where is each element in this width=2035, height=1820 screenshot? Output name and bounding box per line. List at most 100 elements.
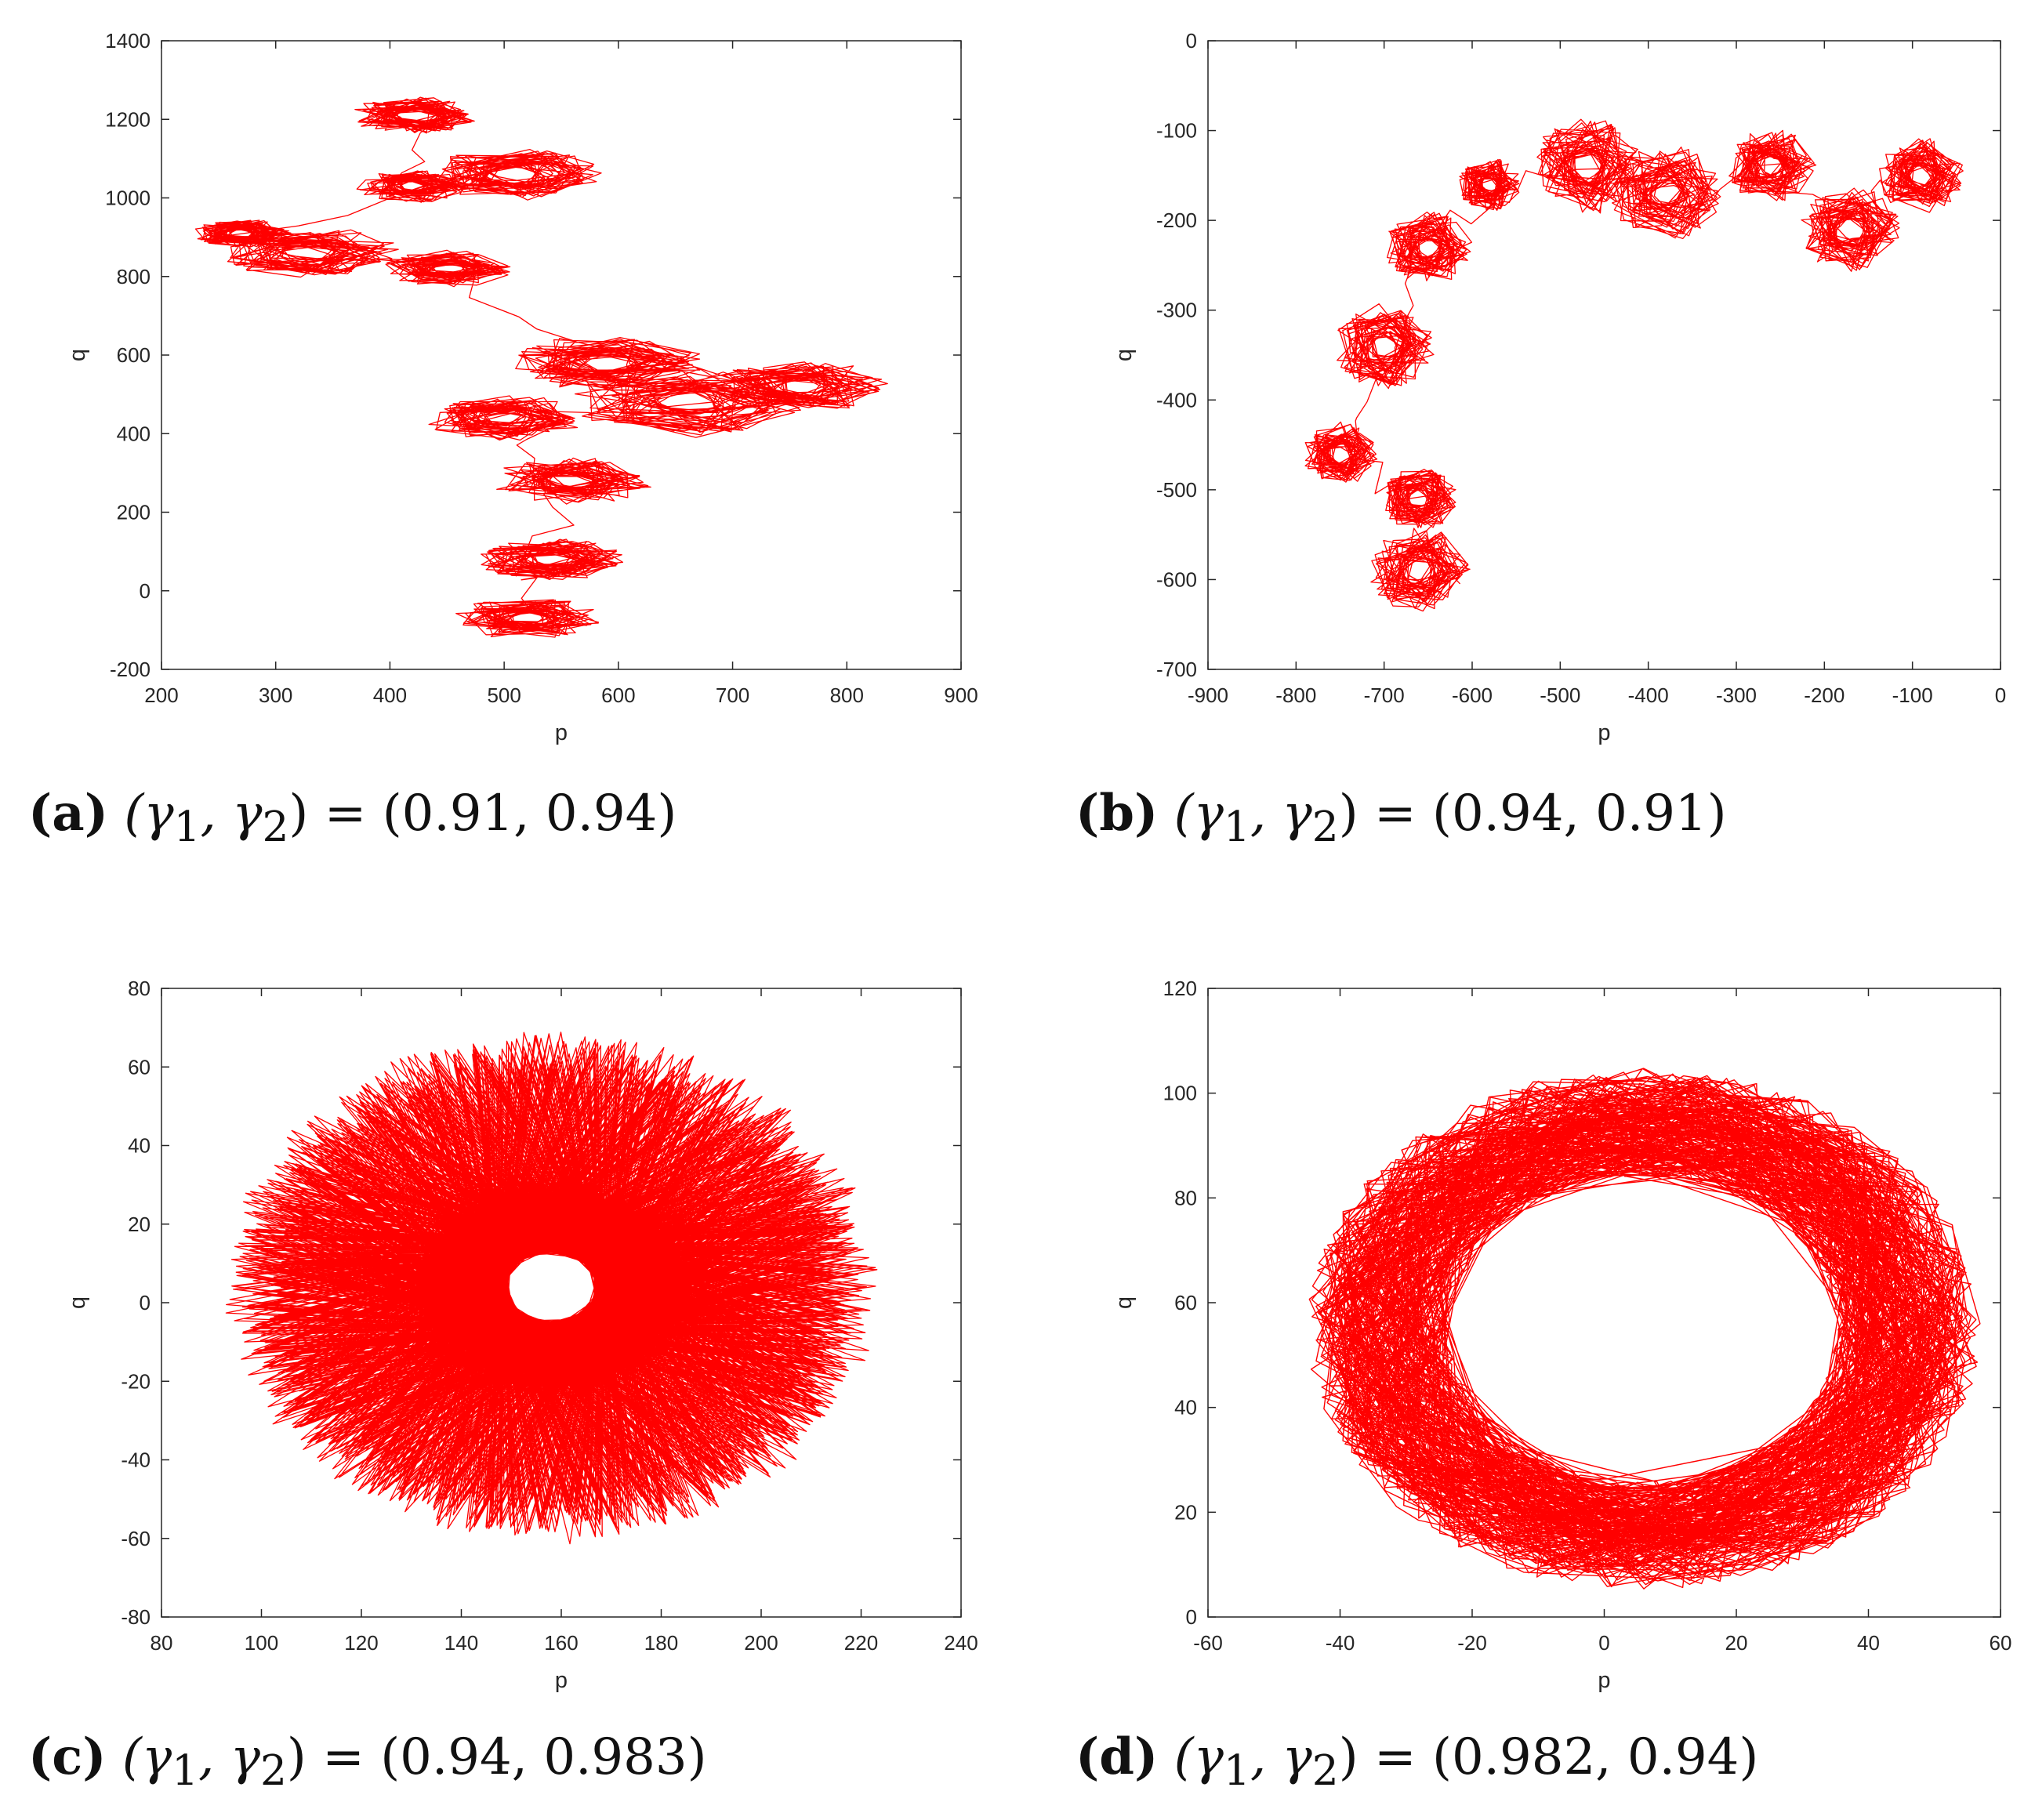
chart-b: -900 -800 -700 -600 -500 -400 -300 -200 -100 0 -70…	[1112, 29, 2006, 745]
trajectory-line	[1308, 1068, 1981, 1590]
trajectory-line	[1304, 118, 1964, 612]
x-tick-label: 700	[716, 683, 749, 707]
y-tick-label: 800	[117, 265, 151, 288]
x-tick-label: -600	[1452, 683, 1493, 707]
caption-d-tag: (d)	[1076, 1728, 1159, 1786]
x-tick-label: 400	[373, 683, 407, 707]
x-tick-label: -700	[1364, 683, 1405, 707]
x-tick-label: 140	[444, 1631, 478, 1655]
y-tick-label: 80	[1174, 1186, 1197, 1209]
y-tick-label: 20	[128, 1213, 151, 1236]
y-tick-label: -500	[1156, 478, 1197, 502]
y-tick-label: -700	[1156, 658, 1197, 681]
x-tick-label: -300	[1716, 683, 1757, 707]
x-tick-label: -800	[1275, 683, 1316, 707]
y-tick-label: 40	[128, 1134, 151, 1158]
chart-d: -60 -40 -20 0 20 40 60 0 20 40 60 80 100 120 p q	[1112, 977, 2012, 1693]
panel-b: -900 -800 -700 -600 -500 -400 -300 -200 -100 0 -70…	[1018, 0, 2035, 910]
caption-c-tag: (c)	[28, 1728, 107, 1786]
y-tick-label: -600	[1156, 567, 1197, 591]
x-tick-label: 160	[544, 1631, 578, 1655]
y-tick-label: 80	[128, 977, 151, 1000]
x-tick-label: -400	[1628, 683, 1669, 707]
panel-a: 200 300 400 500 600 700 800 900 -200 0 200 400 600 80…	[0, 0, 1018, 910]
y-tick-label: 200	[117, 501, 151, 524]
chart-a: 200 300 400 500 600 700 800 900 -200 0 200 400 600 80…	[65, 29, 978, 745]
y-tick-label: -40	[121, 1448, 151, 1472]
y-tick-label: 100	[1163, 1082, 1197, 1105]
x-axis-label: p	[555, 1668, 568, 1693]
x-tick-label: 200	[144, 683, 178, 707]
y-tick-label: 1200	[105, 107, 151, 131]
y-tick-label: 20	[1174, 1500, 1197, 1524]
x-tick-label: 180	[644, 1631, 678, 1655]
y-tick-label: 60	[1174, 1291, 1197, 1314]
x-tick-label: -900	[1188, 683, 1228, 707]
x-tick-label: 500	[487, 683, 521, 707]
y-tick-label: 0	[140, 579, 151, 603]
caption-c: (c) (γ1, γ2) = (0.94, 0.983)	[28, 1728, 707, 1795]
x-tick-label: 0	[1598, 1631, 1609, 1655]
y-tick-label: 0	[140, 1291, 151, 1314]
panel-d: -60 -40 -20 0 20 40 60 0 20 40 60 80 100 120 p q	[1018, 910, 2035, 1820]
trajectory-line	[194, 96, 888, 638]
y-tick-label: -200	[110, 658, 151, 681]
y-tick-label: -80	[121, 1605, 151, 1629]
x-tick-label: -40	[1326, 1631, 1355, 1655]
y-tick-label: -300	[1156, 299, 1197, 322]
y-tick-label: 0	[1186, 29, 1197, 53]
x-tick-label: 200	[744, 1631, 778, 1655]
y-tick-label: -60	[121, 1527, 151, 1550]
chart-c: 80 100 120 140 160 180 200 220 240 -80 -60 -40 -20 0 2…	[65, 977, 978, 1693]
y-axis-label: q	[1112, 349, 1137, 361]
x-tick-label: 900	[944, 683, 978, 707]
x-tick-label: -20	[1457, 1631, 1487, 1655]
caption-b-tag: (b)	[1076, 784, 1159, 843]
caption-d-equation: (γ1, γ2) = (0.982, 0.94)	[1173, 1728, 1759, 1795]
y-axis-label: q	[65, 1296, 90, 1309]
axes-frame	[1207, 40, 2001, 670]
x-tick-label: 80	[151, 1631, 173, 1655]
x-tick-label: 240	[944, 1631, 978, 1655]
x-tick-label: 300	[259, 683, 292, 707]
y-axis-label: q	[65, 349, 90, 361]
caption-b: (b) (γ1, γ2) = (0.94, 0.91)	[1076, 784, 1727, 851]
y-tick-label: -200	[1156, 208, 1197, 232]
x-tick-label: 120	[344, 1631, 378, 1655]
x-tick-label: 220	[844, 1631, 878, 1655]
y-tick-label: -100	[1156, 119, 1197, 143]
caption-a: (a) (γ1, γ2) = (0.91, 0.94)	[28, 784, 677, 851]
caption-d: (d) (γ1, γ2) = (0.982, 0.94)	[1076, 1728, 1758, 1795]
x-tick-label: 40	[1857, 1631, 1880, 1655]
y-tick-label: 120	[1163, 977, 1197, 1000]
y-axis-label: q	[1112, 1296, 1137, 1309]
x-axis-label: p	[1598, 1668, 1610, 1693]
trajectory-line	[225, 1031, 878, 1545]
x-tick-label: 0	[1995, 683, 2006, 707]
y-tick-label: 600	[117, 343, 151, 367]
caption-a-equation: (γ1, γ2) = (0.91, 0.94)	[124, 785, 677, 851]
x-axis-label: p	[1598, 720, 1610, 745]
x-tick-label: 60	[1990, 1631, 2012, 1655]
x-tick-label: -60	[1193, 1631, 1223, 1655]
y-tick-label: 1000	[105, 187, 151, 210]
x-tick-label: 100	[245, 1631, 278, 1655]
x-tick-label: 800	[830, 683, 864, 707]
y-tick-label: -400	[1156, 388, 1197, 411]
caption-b-equation: (γ1, γ2) = (0.94, 0.91)	[1173, 785, 1727, 851]
x-tick-label: -500	[1540, 683, 1580, 707]
y-tick-label: 400	[117, 422, 151, 445]
x-axis-label: p	[555, 720, 568, 745]
x-tick-label: 600	[601, 683, 635, 707]
panel-c: 80 100 120 140 160 180 200 220 240 -80 -60 -40 -20 0 2…	[0, 910, 1018, 1820]
y-tick-label: 1400	[105, 29, 151, 53]
y-tick-label: 0	[1186, 1605, 1197, 1629]
x-tick-label: -100	[1892, 683, 1933, 707]
y-tick-label: 60	[128, 1055, 151, 1079]
y-tick-label: -20	[121, 1369, 151, 1393]
x-tick-label: 20	[1725, 1631, 1748, 1655]
caption-a-tag: (a)	[28, 784, 109, 843]
x-tick-label: -200	[1804, 683, 1845, 707]
y-tick-label: 40	[1174, 1396, 1197, 1419]
caption-c-equation: (γ1, γ2) = (0.94, 0.983)	[122, 1728, 707, 1795]
